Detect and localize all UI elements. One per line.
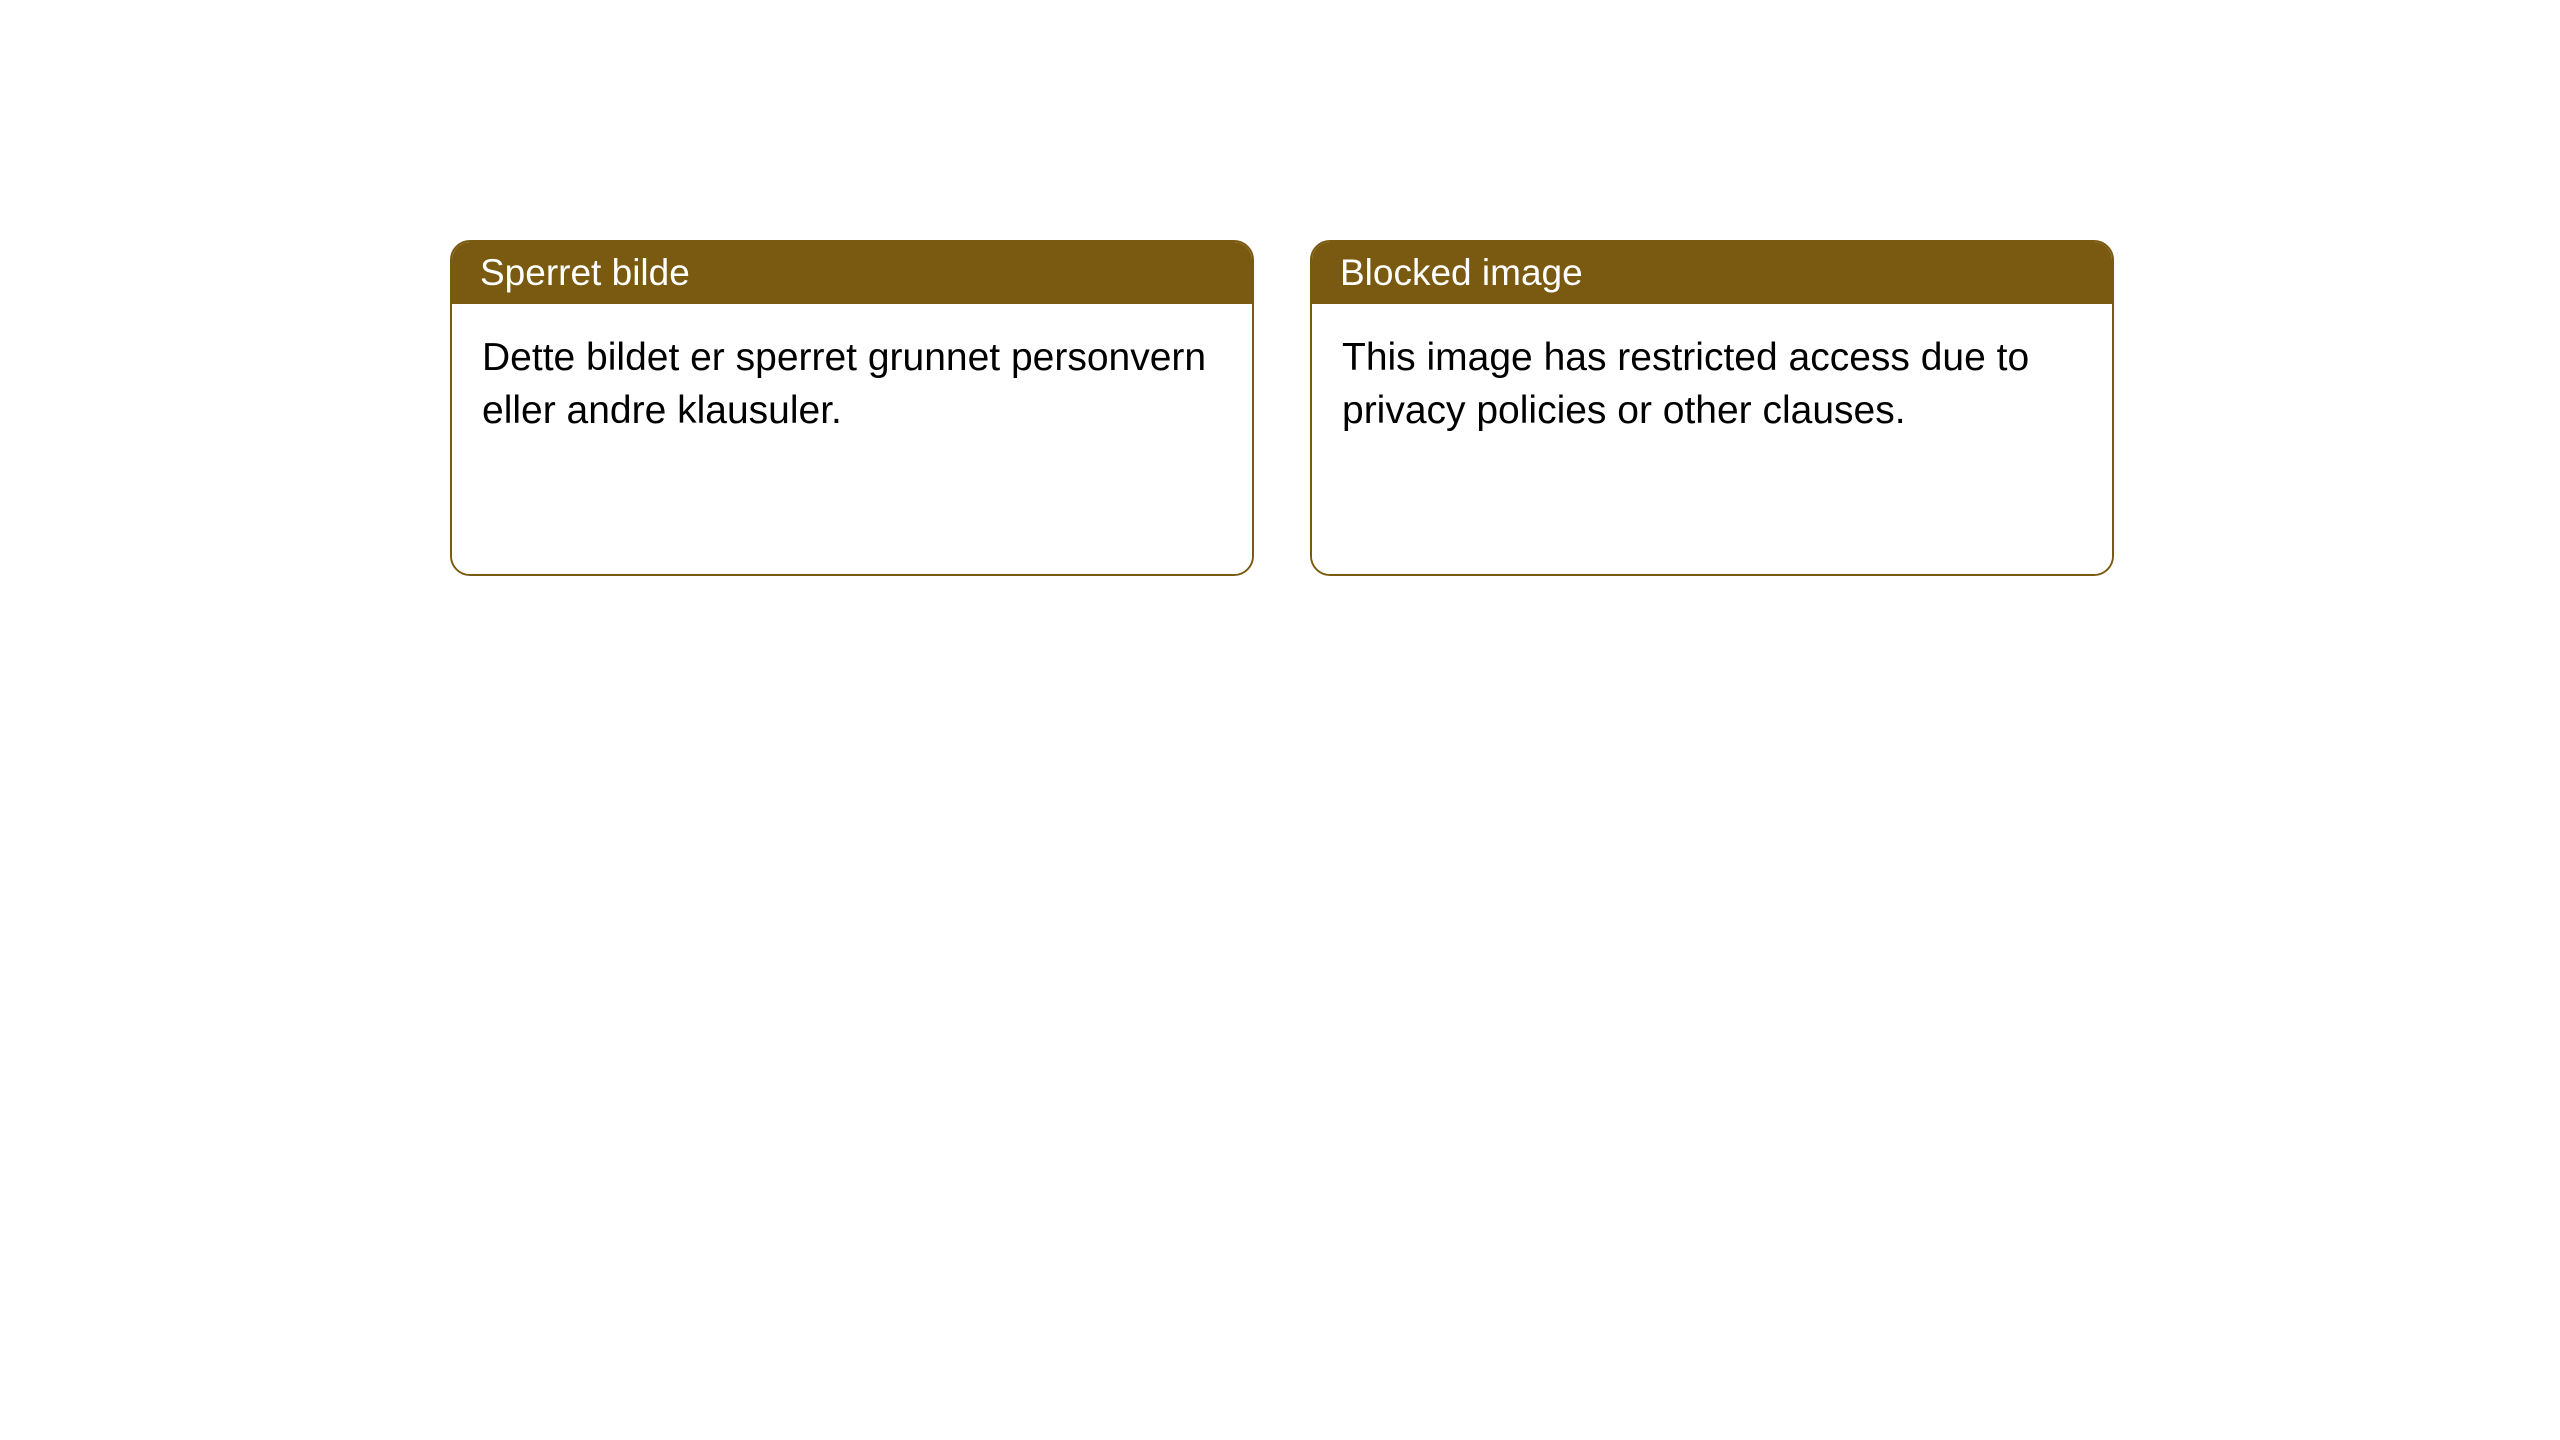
blocked-image-card-en: Blocked image This image has restricted … xyxy=(1310,240,2114,576)
notice-container: Sperret bilde Dette bildet er sperret gr… xyxy=(0,0,2560,576)
card-body-no: Dette bildet er sperret grunnet personve… xyxy=(452,304,1252,574)
card-title-en: Blocked image xyxy=(1312,242,2112,304)
blocked-image-card-no: Sperret bilde Dette bildet er sperret gr… xyxy=(450,240,1254,576)
card-title-no: Sperret bilde xyxy=(452,242,1252,304)
card-body-en: This image has restricted access due to … xyxy=(1312,304,2112,574)
